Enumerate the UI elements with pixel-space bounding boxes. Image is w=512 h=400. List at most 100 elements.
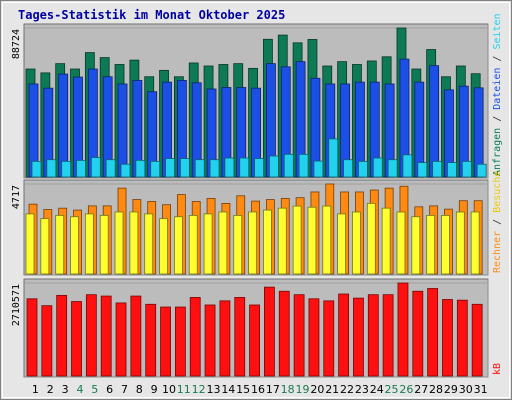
bar-besuche-day-19 — [292, 205, 302, 275]
panel-middle-ymax-label: 4717 — [11, 185, 22, 209]
legend-part: Anfragen — [492, 128, 503, 176]
chart-title: Tages-Statistik im Monat Oktober 2025 — [18, 8, 285, 22]
legend-part: / — [492, 110, 503, 128]
day-label-4: 4 — [76, 383, 83, 396]
bar-besuche-day-23 — [352, 211, 361, 275]
legend-part: Dateien — [492, 68, 503, 110]
bar-besuche-day-8 — [129, 211, 139, 275]
bar-dateien-day-28 — [429, 65, 440, 178]
day-axis-labels: 1 2 3 4 5 6 7 8 9 10 11 12 13 14 15 16 17 18 19 20 21 22 23 24 2… — [32, 383, 488, 396]
day-label-11: 11 — [177, 383, 191, 396]
bar-seiten-day-31 — [476, 163, 487, 178]
legend-part: / — [492, 50, 503, 68]
bar-kb-day-6 — [100, 295, 112, 377]
day-label-1: 1 — [32, 383, 39, 396]
chart-panels: 88724 Anfragen / Dateien / Seiten 4717 Rech… — [11, 13, 503, 378]
day-label-3: 3 — [62, 383, 69, 396]
bar-seiten-day-29 — [447, 162, 457, 178]
day-label-24: 24 — [370, 383, 384, 396]
bar-kb-day-27 — [412, 290, 424, 377]
legend-part: kB — [492, 363, 503, 375]
bar-seiten-day-30 — [461, 160, 472, 178]
day-label-25: 25 — [385, 383, 399, 396]
bar-kb-day-17 — [264, 286, 275, 377]
bar-besuche-day-27 — [411, 216, 421, 275]
bar-besuche-day-16 — [248, 211, 257, 275]
bar-seiten-day-24 — [372, 157, 383, 178]
bar-seiten-day-6 — [105, 159, 116, 178]
series-besuche — [25, 202, 480, 275]
day-label-21: 21 — [325, 383, 339, 396]
day-label-8: 8 — [136, 383, 143, 396]
bar-besuche-day-17 — [263, 209, 272, 275]
day-label-7: 7 — [121, 383, 128, 396]
day-label-16: 16 — [251, 383, 265, 396]
bar-besuche-day-30 — [455, 211, 465, 275]
bar-kb-day-1 — [26, 298, 38, 377]
bar-seiten-day-16 — [254, 158, 264, 178]
bar-besuche-day-26 — [396, 211, 406, 275]
panel-middle: 4717 Rechner / Besuche — [11, 171, 503, 276]
bar-kb-day-7 — [115, 302, 127, 377]
bar-besuche-day-12 — [188, 215, 198, 275]
bar-besuche-day-14 — [218, 211, 228, 275]
bar-kb-day-9 — [145, 303, 157, 377]
bar-seiten-day-15 — [239, 157, 250, 178]
bar-seiten-day-10 — [165, 158, 175, 178]
bar-besuche-day-6 — [99, 215, 109, 275]
bar-seiten-day-12 — [194, 159, 205, 178]
bar-besuche-day-24 — [366, 202, 376, 275]
panel-top-legend: Anfragen / Dateien / Seiten — [492, 13, 503, 176]
bar-dateien-day-31 — [473, 87, 484, 178]
bar-kb-day-15 — [234, 297, 246, 377]
bar-besuche-day-18 — [277, 207, 287, 275]
bar-besuche-day-22 — [337, 213, 347, 275]
bar-seiten-day-19 — [298, 153, 309, 178]
bar-besuche-day-5 — [84, 213, 94, 275]
bar-besuche-day-20 — [307, 206, 317, 275]
day-label-5: 5 — [91, 383, 98, 396]
bar-kb-day-23 — [353, 297, 364, 377]
legend-part: Besuche — [492, 171, 503, 213]
day-label-18: 18 — [281, 383, 295, 396]
bar-seiten-day-1 — [31, 160, 42, 178]
bar-seiten-day-17 — [269, 155, 279, 178]
bar-besuche-day-3 — [55, 215, 65, 275]
panel-top: 88724 Anfragen / Dateien / Seiten — [11, 13, 503, 179]
day-label-23: 23 — [355, 383, 369, 396]
bar-besuche-day-29 — [441, 215, 450, 275]
bar-kb-day-20 — [308, 298, 320, 377]
bar-kb-day-12 — [189, 297, 201, 377]
bar-kb-day-26 — [397, 282, 409, 377]
bar-seiten-day-2 — [46, 159, 57, 178]
day-label-6: 6 — [106, 383, 113, 396]
bar-kb-day-3 — [56, 294, 68, 377]
legend-part: Seiten — [492, 13, 503, 49]
bar-seiten-day-21 — [328, 138, 339, 178]
bar-kb-day-30 — [456, 299, 468, 377]
bar-seiten-day-9 — [150, 160, 161, 178]
bar-seiten-day-11 — [179, 158, 190, 178]
bar-kb-day-4 — [71, 301, 82, 377]
bar-kb-day-25 — [382, 294, 394, 377]
bar-kb-day-14 — [219, 300, 231, 377]
bar-kb-day-16 — [249, 304, 260, 377]
bar-seiten-day-4 — [76, 159, 86, 178]
bar-kb-day-8 — [130, 295, 142, 377]
bar-besuche-day-7 — [114, 211, 124, 275]
bar-seiten-day-13 — [209, 159, 220, 178]
panel-middle-legend: Rechner / Besuche — [492, 171, 503, 273]
bar-seiten-day-8 — [135, 159, 146, 178]
panel-bottom-legend: kB — [492, 363, 503, 375]
bar-kb-day-10 — [160, 306, 171, 377]
bar-kb-day-21 — [323, 300, 335, 377]
bar-seiten-day-7 — [120, 163, 131, 178]
bar-seiten-day-25 — [387, 159, 398, 178]
day-label-26: 26 — [399, 383, 413, 396]
bar-kb-day-19 — [293, 294, 305, 377]
day-label-13: 13 — [206, 383, 220, 396]
bar-kb-day-29 — [442, 299, 453, 377]
bar-kb-day-18 — [278, 290, 290, 377]
bar-kb-day-31 — [471, 303, 483, 377]
